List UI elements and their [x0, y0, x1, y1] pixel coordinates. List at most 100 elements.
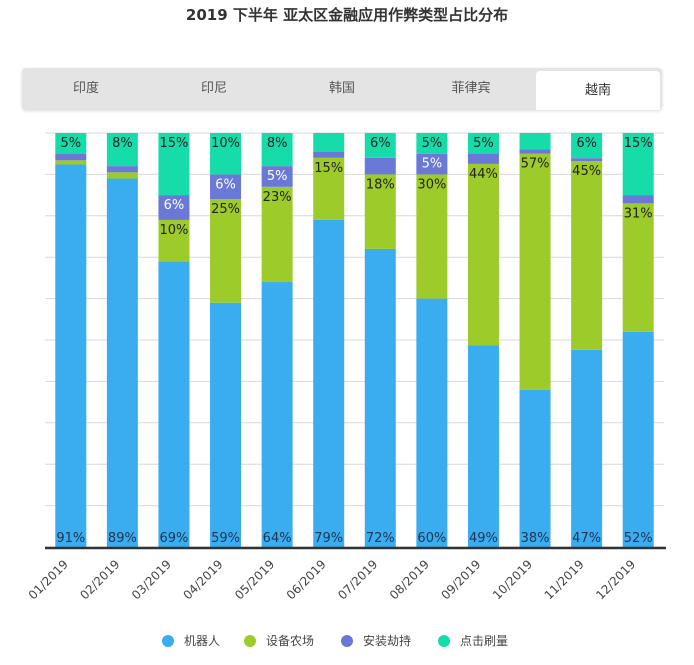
data-label: 47% — [572, 531, 601, 546]
stacked-bar-chart: 91% 5% 01/2019 89% 8% 02/2019 69% 10% 6% 15% 03/20… — [26, 132, 666, 602]
bar-segment — [313, 219, 345, 547]
data-label: 72% — [366, 531, 395, 546]
bar-segment — [571, 161, 603, 350]
bar-segment — [210, 199, 242, 303]
x-tick-label: 10/2019 — [490, 557, 535, 602]
bar-segment — [158, 261, 190, 547]
data-label: 45% — [572, 164, 601, 179]
legend-label: 安装劫持 — [363, 634, 412, 648]
bar-segment — [467, 345, 499, 547]
data-label: 52% — [624, 531, 653, 546]
data-label: 38% — [521, 531, 550, 546]
bar-segment — [106, 178, 138, 548]
bar-segment — [261, 133, 293, 167]
legend-label: 机器人 — [184, 634, 221, 648]
bar-segment — [416, 133, 448, 154]
data-label: 6% — [370, 136, 391, 151]
bar-segment — [210, 174, 242, 200]
legend-label: 设备农场 — [266, 634, 315, 648]
data-label: 15% — [314, 161, 343, 176]
bar-segment — [261, 186, 293, 283]
data-label: 6% — [576, 136, 597, 151]
legend-item-install-hijack[interactable]: 安装劫持 — [341, 632, 411, 649]
data-label: 8% — [267, 136, 288, 151]
bar-segment — [313, 157, 345, 220]
tab-india[interactable]: 印度 — [72, 81, 99, 96]
data-label: 10% — [160, 223, 189, 238]
bar-segment — [519, 389, 551, 547]
bar-segment — [416, 298, 448, 547]
x-tick-label: 12/2019 — [593, 557, 638, 602]
x-tick-label: 01/2019 — [26, 557, 71, 602]
data-label: 25% — [211, 202, 240, 217]
data-label: 6% — [215, 177, 236, 192]
tab-vietnam[interactable]: 越南 — [536, 71, 660, 110]
legend-swatch-install-hijack — [341, 634, 353, 647]
data-label: 5% — [473, 136, 494, 151]
bar-segment — [364, 248, 396, 548]
data-label: 5% — [422, 157, 443, 172]
x-tick-label: 03/2019 — [129, 557, 174, 602]
bar-segment — [55, 154, 87, 161]
data-label: 89% — [108, 531, 137, 546]
bar-segment — [622, 195, 654, 204]
bar-segment — [622, 331, 654, 547]
data-label: 69% — [160, 531, 189, 546]
bar-segment — [416, 153, 448, 175]
bar-segment — [416, 174, 448, 299]
x-tick-label: 02/2019 — [77, 557, 122, 602]
bar-segment — [210, 133, 242, 175]
bar-segment — [571, 349, 603, 547]
x-tick-label: 05/2019 — [232, 557, 277, 602]
data-label: 10% — [211, 136, 240, 151]
x-tick-label: 04/2019 — [181, 557, 226, 602]
data-label: 5% — [422, 136, 443, 151]
bar-segment — [467, 153, 499, 164]
data-label: 59% — [211, 531, 240, 546]
data-label: 15% — [624, 136, 653, 151]
data-label: 15% — [160, 136, 189, 151]
bar-segment — [622, 133, 654, 196]
data-label: 8% — [112, 136, 133, 151]
bar-segment — [158, 133, 190, 196]
bar-segment — [106, 166, 138, 173]
legend-swatch-bot — [162, 634, 174, 647]
x-tick-label: 11/2019 — [542, 557, 587, 602]
bar-segment — [622, 203, 654, 332]
data-label: 64% — [263, 531, 292, 546]
x-tick-label: 07/2019 — [335, 557, 380, 602]
data-label: 6% — [164, 198, 185, 213]
data-label: 5% — [60, 136, 81, 151]
bar-segment — [261, 282, 293, 547]
tab-indonesia[interactable]: 印尼 — [200, 81, 227, 96]
legend-swatch-device-farm — [244, 634, 256, 647]
bar-segment — [106, 133, 138, 167]
legend-item-bot[interactable]: 机器人 — [162, 632, 220, 649]
bar-segment — [210, 302, 242, 547]
data-label: 91% — [56, 531, 85, 546]
x-tick-label: 09/2019 — [438, 557, 483, 602]
legend-item-click-fraud[interactable]: 点击刷量 — [438, 632, 508, 649]
bar-segment — [519, 149, 551, 154]
bar-segment — [313, 151, 345, 158]
bar-segment — [158, 219, 190, 262]
bar-segment — [158, 195, 190, 220]
legend-label: 点击刷量 — [460, 634, 509, 648]
bar-segment — [55, 160, 87, 165]
bar-segment — [467, 163, 499, 346]
bar-segment — [55, 164, 87, 548]
tab-korea[interactable]: 韩国 — [328, 81, 355, 96]
bar-segment — [467, 133, 499, 154]
data-label: 57% — [521, 157, 550, 172]
bar-segment — [519, 153, 551, 390]
bar-segment — [571, 158, 603, 162]
tab-philippines[interactable]: 菲律宾 — [451, 81, 491, 96]
data-label: 31% — [624, 206, 653, 221]
legend-item-device-farm[interactable]: 设备农场 — [244, 632, 314, 649]
data-label: 18% — [366, 177, 395, 192]
x-tick-label: 08/2019 — [387, 557, 432, 602]
data-label: 79% — [314, 531, 343, 546]
data-label: 5% — [267, 169, 288, 184]
bar-segment — [261, 166, 293, 187]
bar-segment — [519, 133, 551, 150]
